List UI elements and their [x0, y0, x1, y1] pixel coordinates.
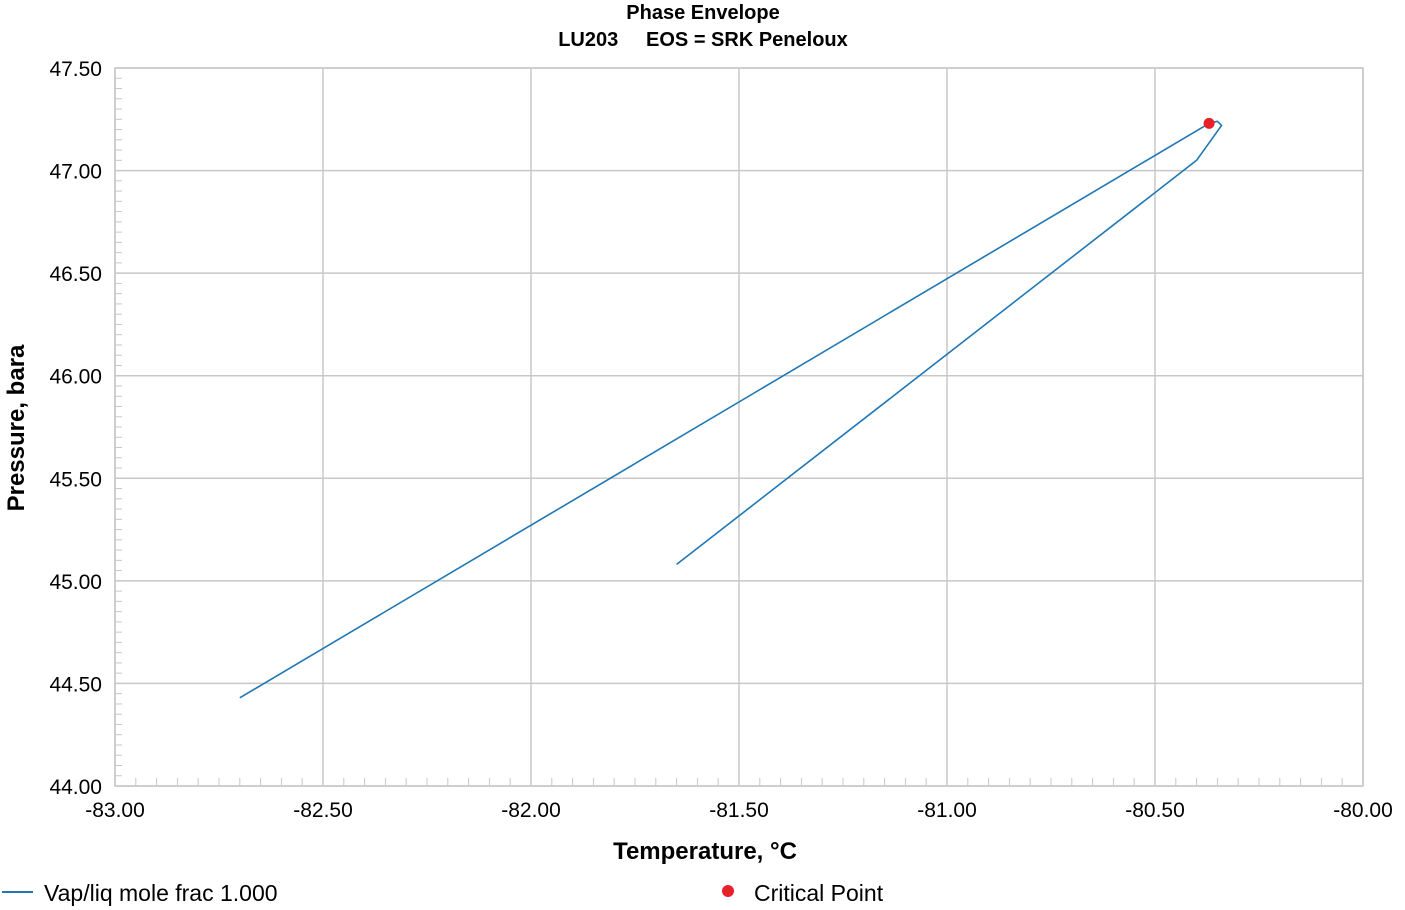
- x-tick-label: -82.00: [501, 799, 561, 822]
- chart-title: Phase Envelope: [626, 2, 779, 24]
- y-tick-labels: 44.00 44.50 45.00 45.50 46.00 46.50 47.00 47.50: [49, 58, 102, 799]
- minor-ticks: [114, 67, 1364, 787]
- critical-point-marker: [1203, 117, 1215, 129]
- legend: Vap/liq mole frac 1.000 Critical Point: [2, 880, 884, 906]
- legend-critical-point-label: Critical Point: [754, 880, 884, 906]
- chart-subtitle: LU203 EOS = SRK Peneloux: [558, 29, 848, 51]
- x-tick-labels: -83.00 -82.50 -82.00 -81.50 -81.00 -80.50 -80.…: [85, 799, 1393, 822]
- x-tick-label: -81.50: [709, 799, 769, 822]
- y-tick-label: 47.50: [49, 58, 102, 81]
- grid-lines: [114, 67, 1364, 787]
- y-tick-label: 46.00: [49, 366, 102, 389]
- y-tick-label: 46.50: [49, 263, 102, 286]
- y-tick-label: 44.50: [49, 673, 102, 696]
- x-axis-label: Temperature, °C: [613, 838, 797, 865]
- x-tick-label: -83.00: [85, 799, 145, 822]
- legend-series-label: Vap/liq mole frac 1.000: [44, 880, 278, 906]
- x-tick-label: -81.00: [917, 799, 977, 822]
- y-tick-label: 45.00: [49, 571, 102, 594]
- x-tick-label: -80.50: [1125, 799, 1185, 822]
- y-tick-label: 44.00: [49, 776, 102, 799]
- plot-frame: [114, 67, 1364, 787]
- x-tick-label: -82.50: [293, 799, 353, 822]
- legend-critical-point-marker: [722, 885, 734, 897]
- x-tick-label: -80.00: [1333, 799, 1393, 822]
- series-line: [239, 120, 1223, 699]
- y-tick-label: 47.00: [49, 161, 102, 184]
- y-tick-label: 45.50: [49, 468, 102, 491]
- y-axis-label: Pressure, bara: [3, 344, 30, 511]
- series-layer: [239, 120, 1223, 699]
- critical-point-layer: [1203, 117, 1215, 129]
